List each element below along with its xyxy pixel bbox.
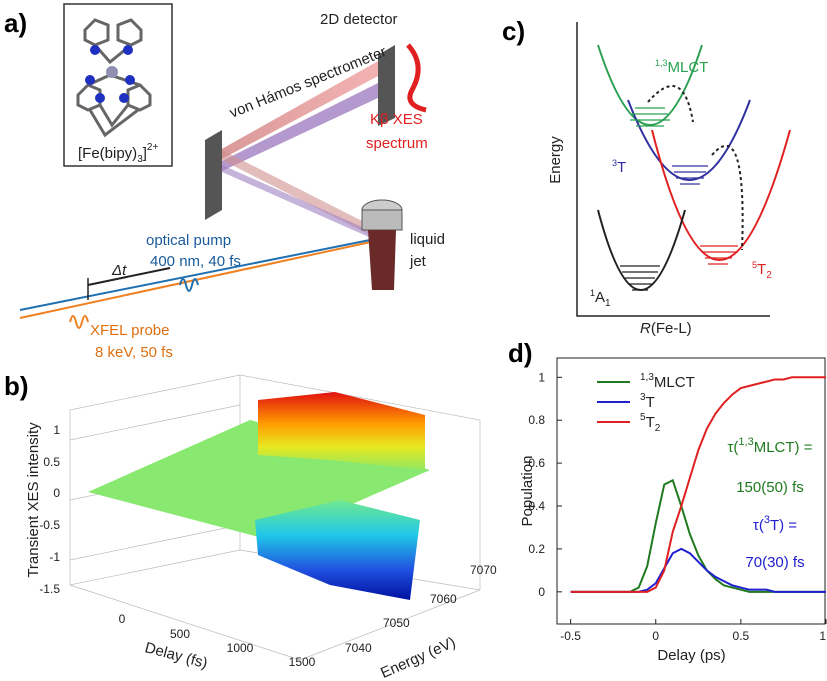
xes-label: spectrum [366, 135, 428, 152]
z-tick-label: 0.5 [43, 455, 60, 469]
x-tick-label: 0.5 [733, 629, 750, 643]
z-tick-label: -1.5 [39, 582, 60, 596]
annotation: 150(50) fs [736, 479, 804, 496]
annotation-text: τ( [728, 439, 739, 456]
annotation: τ(1,3MLCT) = [728, 436, 813, 456]
x-tick-label: 0 [119, 612, 126, 626]
x-axis-label: R(Fe-L) [640, 320, 692, 337]
legend-name: T [646, 414, 655, 431]
state-label: 1A1 [590, 288, 611, 309]
series-line [570, 478, 826, 593]
legend-name: T [646, 394, 655, 411]
panel-label: b) [4, 371, 29, 401]
legend-sup: 5 [640, 412, 646, 423]
legend-name: MLCT [654, 374, 695, 391]
beams [19, 60, 381, 329]
x-tick-label: 0 [652, 629, 659, 643]
annotation: 70(30) fs [745, 554, 804, 571]
z-tick-label: 1 [53, 423, 60, 437]
potential-curves [597, 44, 791, 291]
atoms [85, 45, 135, 103]
hardware [205, 43, 427, 290]
surface-trough [255, 500, 420, 600]
y-axis-label: Energy (eV) [378, 634, 458, 681]
state-label: 1,3MLCT [655, 58, 708, 76]
legend-sup: 3 [640, 392, 646, 403]
y-tick-label: 7060 [430, 592, 457, 606]
z-tick-label: -1 [49, 550, 60, 564]
x-axis-label: Delay (ps) [657, 647, 725, 664]
state-label: 5T2 [752, 260, 772, 281]
y-tick-label: 7070 [470, 563, 497, 577]
x-tick-label: 1 [819, 629, 826, 643]
annotation-sup: 3 [764, 514, 770, 526]
detector-label: 2D detector [320, 11, 398, 28]
annotation-text: MLCT) = [754, 439, 813, 456]
axes [576, 22, 770, 317]
annotation-text: T) = [770, 517, 797, 534]
plot-frame [556, 357, 826, 625]
z-tick-label: 0 [53, 486, 60, 500]
x-tick-label: 1500 [289, 655, 316, 669]
state-label: 3T [612, 158, 626, 176]
vibrational-levels [620, 107, 738, 291]
y-axis-label: Population [519, 456, 536, 527]
jet-label: liquid [410, 231, 445, 248]
legend-sub: 2 [655, 423, 661, 434]
y-tick-label: 7050 [383, 616, 410, 630]
x-tick-label: 500 [170, 627, 190, 641]
probe-label: XFEL probe [90, 322, 170, 339]
series-line [570, 376, 826, 593]
complex-label: [Fe(bipy)3]2+ [78, 142, 158, 165]
panel-label: d) [508, 338, 533, 368]
x-axis-label: Delay (fs) [143, 639, 209, 672]
z-tick-label: -0.5 [39, 518, 60, 532]
y-tick-label: 0 [538, 585, 545, 599]
panel-label: a) [4, 8, 27, 38]
y-tick-label: 0.2 [528, 542, 545, 556]
jet-label: jet [409, 253, 427, 270]
annotation-text: 150(50) fs [736, 479, 804, 496]
y-tick-label: 7040 [345, 641, 372, 655]
pump-label: optical pump [146, 232, 231, 249]
delay-label: Δt [111, 262, 127, 279]
probe-label: 8 keV, 50 fs [95, 344, 173, 361]
population-chart: 0 0.2 0.4 0.6 0.8 1 -0.5 0 0.5 1 Delay (ps) Populat… [519, 357, 827, 664]
annotation-sup: 1,3 [738, 436, 753, 448]
y-tick-label: 1 [538, 370, 545, 384]
z-ticks: 1 0.5 0 -0.5 -1 -1.5 0 500 1000 1500 704… [39, 423, 497, 669]
legend-label: 1,3MLCT [640, 372, 695, 391]
panel-label: c) [502, 16, 525, 46]
annotation: τ(3T) = [753, 514, 797, 534]
legend-sup: 1,3 [640, 372, 654, 383]
xes-label: Kβ XES [370, 111, 423, 128]
x-tick-label: 1000 [227, 641, 254, 655]
surface-peak [258, 392, 425, 470]
z-axis-label: Transient XES intensity [25, 422, 42, 578]
y-tick-label: 0.6 [528, 456, 545, 470]
y-tick-label: 0.4 [528, 499, 545, 513]
x-tick-label: -0.5 [560, 629, 581, 643]
annotation-text: τ( [753, 517, 764, 534]
legend-label: 5T2 [640, 412, 661, 434]
y-axis-label: Energy [547, 136, 564, 184]
pump-label: 400 nm, 40 fs [150, 253, 241, 270]
y-tick-label: 0.8 [528, 413, 545, 427]
legend-label: 3T [640, 392, 655, 411]
annotation-text: 70(30) fs [745, 554, 804, 571]
